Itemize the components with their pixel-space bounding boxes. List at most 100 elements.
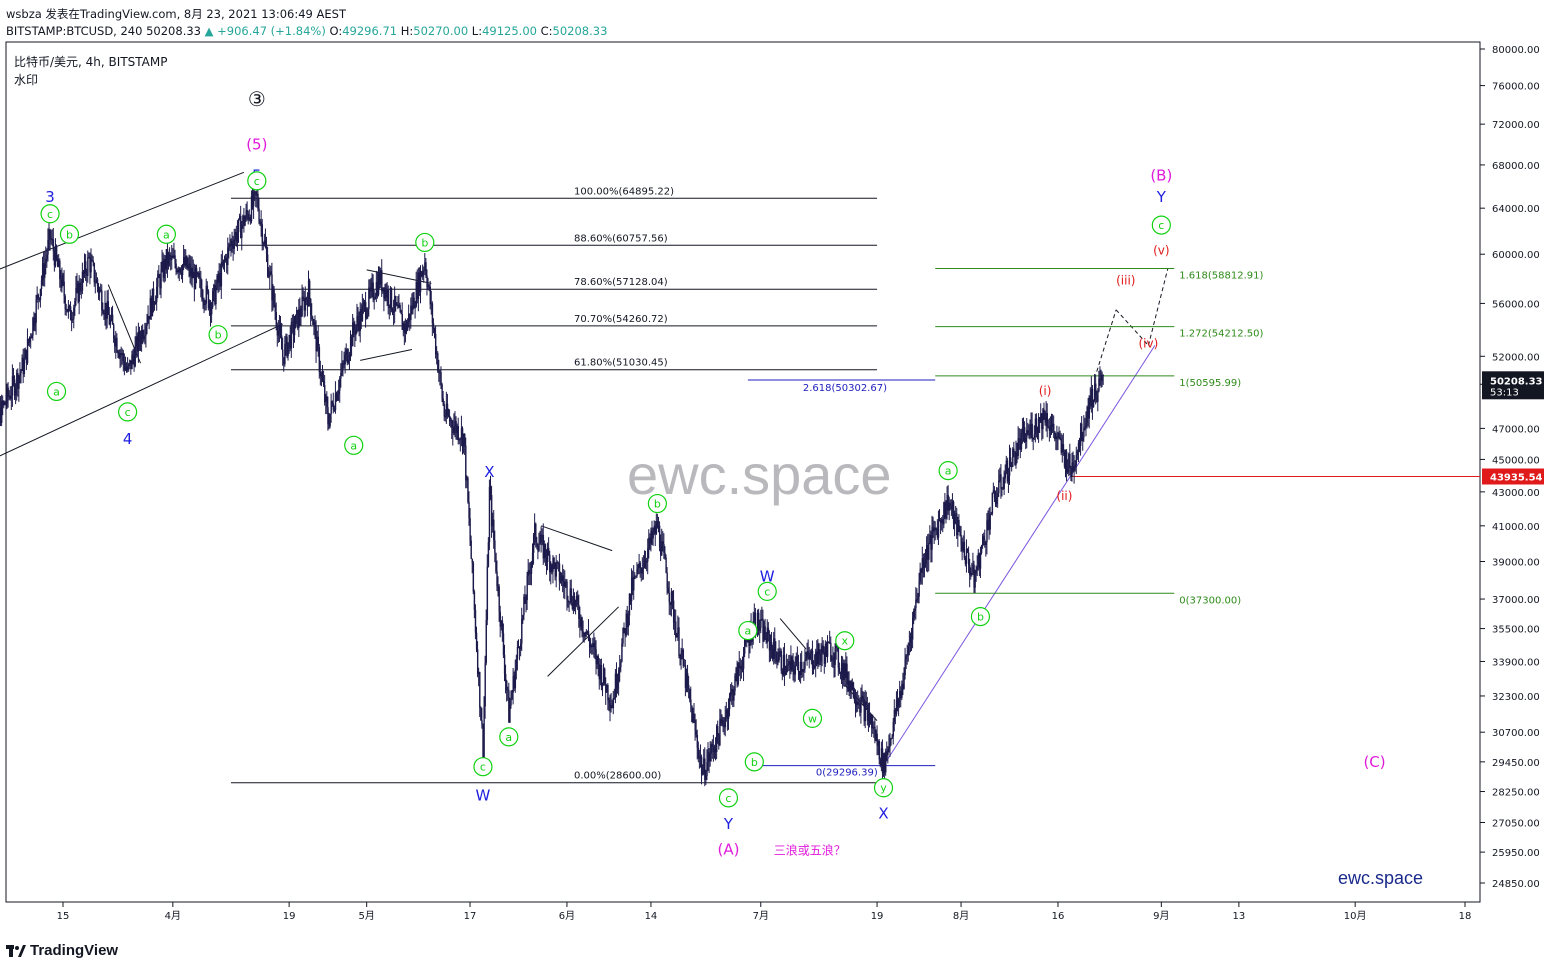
candle-body (387, 289, 389, 306)
candle-body (1064, 451, 1067, 467)
candle-body (1069, 453, 1071, 469)
candle-body (300, 315, 302, 317)
time-axis-label: 17 (464, 911, 477, 922)
candle-body (318, 347, 321, 373)
price-axis[interactable]: 80000.00 76000.00 72000.00 68000.00 64000.00… (1480, 45, 1540, 890)
candle-body (759, 628, 761, 631)
candle-body (1097, 391, 1099, 402)
candle-body (765, 638, 767, 643)
candle-body (920, 568, 923, 573)
candle-body (910, 636, 913, 640)
candle-body (731, 689, 733, 693)
candle-body (322, 380, 325, 386)
candle-body (1048, 427, 1051, 431)
candle-body (678, 627, 680, 656)
wave-circle (59, 224, 80, 244)
candle-body (35, 299, 37, 323)
candle-body (135, 336, 138, 347)
candle-body (1092, 400, 1095, 408)
candle-body (292, 321, 295, 336)
candle-body (698, 756, 701, 759)
candle-body (165, 249, 168, 270)
wave-label: c (480, 761, 486, 774)
candle-body (40, 280, 43, 289)
candle-body (1044, 419, 1046, 423)
candle-body (845, 663, 847, 678)
candle-body (109, 319, 112, 325)
candle-body (212, 290, 214, 308)
candle-body (11, 376, 14, 396)
candle-body (520, 643, 522, 650)
candle-body (438, 371, 440, 373)
candle-body (108, 314, 111, 325)
candle-body (989, 514, 991, 530)
candle-body (47, 240, 49, 255)
candle-body (705, 776, 707, 780)
candle-body (275, 312, 278, 326)
fib-extension-label: 0(29296.39) (816, 768, 878, 779)
candle-body (469, 518, 471, 541)
candle-body (486, 566, 489, 621)
candle-body (484, 663, 486, 707)
candle-body (837, 647, 840, 668)
candle-body (773, 638, 775, 660)
candle-body (81, 271, 84, 291)
candle-body (500, 620, 503, 627)
candle-body (571, 602, 574, 610)
candle-body (404, 324, 407, 334)
candle-body (936, 528, 939, 538)
candle-body (1046, 413, 1048, 427)
price-axis-label: 37000.00 (1492, 595, 1540, 606)
candle-body (219, 273, 222, 287)
candle-body (542, 535, 545, 559)
candle-body (257, 193, 259, 209)
legend-title: 比特币/美元, 4h, BITSTAMP (14, 54, 167, 69)
candle-body (854, 700, 857, 706)
candle-body (638, 562, 640, 568)
wave-label: 4 (123, 430, 133, 448)
candle-body (229, 244, 231, 246)
candle-body (1016, 452, 1018, 456)
candle-body (176, 269, 178, 273)
candle-body (933, 527, 935, 532)
candle-body (278, 325, 281, 331)
candle-body (111, 314, 114, 325)
candle-body (890, 738, 892, 740)
time-axis-label: 14 (645, 911, 658, 922)
candle-body (1047, 426, 1050, 428)
candle-body (734, 675, 736, 692)
candle-body (401, 313, 403, 330)
time-axis-label: 18 (1459, 911, 1472, 922)
candle-body (664, 552, 666, 558)
time-axis[interactable]: 15 4月 19 5月 17 6月 14 7月 19 8月 16 9月 13 10月 18 (57, 902, 1472, 922)
candle-body (256, 193, 258, 196)
candle-body (970, 573, 972, 576)
candle-body (550, 564, 552, 573)
wave-label: a (350, 439, 357, 452)
candle-body (222, 259, 225, 266)
candle-body (454, 421, 456, 426)
candle-body (965, 548, 968, 564)
candle-body (398, 304, 400, 308)
candle-body (856, 701, 858, 706)
candle-body (100, 289, 102, 291)
candle-body (89, 257, 91, 273)
candle-body (635, 575, 637, 577)
candle-body (215, 287, 217, 305)
candle-body (151, 288, 154, 317)
wave-label: 三浪或五浪？ (774, 842, 846, 857)
candle-body (586, 631, 589, 634)
candle-body (133, 357, 135, 367)
candle-body (53, 251, 56, 266)
candle-body (796, 656, 799, 662)
candle-body (804, 660, 806, 669)
tradingview-logo[interactable]: TradingView (6, 942, 118, 959)
candle-body (847, 680, 849, 685)
candle-body (681, 649, 683, 653)
candle-body (633, 576, 635, 591)
candle-body (326, 396, 328, 408)
candle-body (272, 289, 274, 301)
candle-body (315, 326, 317, 352)
candle-body (1061, 444, 1064, 453)
